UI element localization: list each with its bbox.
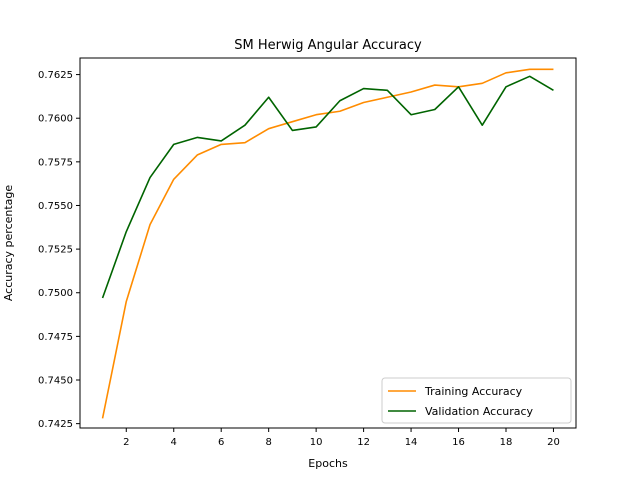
legend-label: Training Accuracy (424, 385, 523, 398)
y-axis: 0.7425 0.7450 0.7475 0.7500 0.7525 0.7550 0.75… (38, 70, 80, 430)
y-tick-label: 0.7550 (38, 201, 73, 212)
plot-frame (79, 57, 577, 429)
x-tick-label: 20 (547, 437, 560, 448)
x-tick-label: 8 (265, 437, 271, 448)
y-tick-label: 0.7600 (38, 114, 73, 125)
legend: Training Accuracy Validation Accuracy (381, 377, 572, 424)
y-tick-label: 0.7575 (38, 157, 73, 168)
x-tick-label: 12 (357, 437, 370, 448)
x-tick-label: 4 (171, 437, 177, 448)
y-tick-label: 0.7625 (38, 70, 73, 81)
x-tick-label: 18 (500, 437, 513, 448)
y-tick-label: 0.7425 (38, 419, 73, 430)
chart-title: SM Herwig Angular Accuracy (234, 38, 422, 53)
y-axis-label: Accuracy percentage (2, 185, 15, 302)
y-tick-label: 0.7475 (38, 332, 73, 343)
x-axis: 2 4 6 8 10 12 14 16 18 20 (123, 428, 560, 448)
series-line-training-accuracy (101, 68, 554, 419)
y-tick-label: 0.7500 (38, 288, 73, 299)
legend-label: Validation Accuracy (425, 405, 534, 418)
x-axis-label: Epochs (308, 457, 348, 470)
x-tick-label: 6 (218, 437, 224, 448)
x-tick-label: 10 (310, 437, 323, 448)
x-tick-label: 2 (123, 437, 129, 448)
x-tick-label: 14 (405, 437, 418, 448)
y-tick-label: 0.7450 (38, 376, 73, 387)
y-tick-label: 0.7525 (38, 245, 73, 256)
x-tick-label: 16 (452, 437, 465, 448)
series-line-validation-accuracy (101, 75, 554, 299)
series-group (101, 68, 554, 419)
legend-box (381, 377, 572, 424)
